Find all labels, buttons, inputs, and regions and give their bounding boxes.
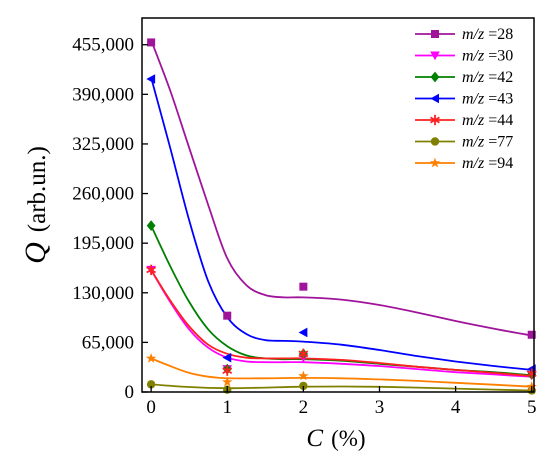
y-tick-label: 390,000 [72,84,134,105]
legend-item: m/z =44 [415,112,513,129]
legend-label-var: m/z [462,48,485,65]
legend: m/z =28m/z =30m/z =42m/z =43m/z =44m/z =… [415,26,513,172]
y-tick-label: 195,000 [72,233,134,254]
fit-curve-series-4 [150,269,532,377]
data-point-series-2 [146,220,156,232]
legend-label-value: =43 [484,91,513,108]
x-tick-label: 5 [527,397,537,418]
data-point-series-5 [299,381,308,391]
legend-label: m/z =44 [462,112,513,129]
plot-frame [141,17,535,393]
fit-curve-series-3 [150,77,532,371]
legend-label-value: =77 [484,134,513,151]
legend-item: m/z =42 [415,69,513,86]
legend-label-var: m/z [462,69,485,86]
data-point-series-0 [299,282,308,291]
x-axis-unit: (%) [331,426,365,451]
x-tick-label: 0 [146,397,156,418]
fit-curves [150,39,532,392]
data-point-series-4 [222,365,233,376]
legend-label-value: =42 [484,69,513,86]
y-axis: 0 65,000 130,000 195,000 260,000 325,000 390,0… [72,35,148,403]
data-point-series-6 [222,376,233,387]
x-tick-label: 3 [375,397,385,418]
x-tick-label: 4 [451,397,461,418]
legend-label-value: =44 [484,112,513,129]
legend-label-var: m/z [462,112,485,129]
legend-label: m/z =43 [462,91,513,108]
y-tick-label: 130,000 [72,283,134,304]
legend-label: m/z =28 [462,26,513,43]
data-point-series-6 [298,370,309,381]
fit-curve-series-0 [150,39,532,337]
legend-marker [431,30,439,38]
legend-marker [429,157,441,168]
legend-label: m/z =77 [462,134,513,151]
data-point-series-3 [222,352,232,363]
data-point-series-0 [147,38,156,47]
x-axis-symbol: C [306,425,323,452]
legend-label-var: m/z [462,26,485,43]
legend-marker [430,71,440,83]
x-tick-label: 2 [299,397,309,418]
legend-label-var: m/z [462,134,485,151]
data-point-series-3 [146,74,156,84]
legend-marker [430,137,440,146]
data-point-series-6 [146,353,157,363]
legend-item: m/z =28 [415,26,513,43]
legend-label-value: =94 [484,155,513,172]
legend-label-var: m/z [462,155,485,172]
data-point-series-4 [146,264,157,276]
data-point-series-0 [527,330,536,339]
y-axis-symbol: Q [19,242,52,264]
data-point-series-5 [146,380,156,389]
y-axis-unit: (arb.un.) [24,146,51,232]
y-tick-label: 65,000 [82,332,134,353]
legend-item: m/z =77 [415,134,513,151]
y-tick-label: 260,000 [72,184,134,205]
legend-marker [430,114,440,126]
legend-label: m/z =30 [462,48,513,65]
y-axis-title: Q (arb.un.) [19,146,52,264]
legend-label-var: m/z [462,91,485,108]
x-axis: 0 1 2 3 4 5 [146,386,536,418]
legend-item: m/z =30 [415,48,513,65]
legend-item: m/z =94 [415,155,513,172]
legend-label: m/z =94 [462,155,513,172]
fit-curve-series-5 [151,383,532,392]
legend-label-value: =30 [484,48,513,65]
x-tick-label: 1 [223,397,233,418]
legend-item: m/z =43 [415,91,513,108]
data-point-series-4 [298,348,309,360]
y-tick-label: 0 [125,382,135,403]
legend-marker [430,93,439,104]
legend-label: m/z =42 [462,69,513,86]
x-axis-title: C (%) [306,425,365,452]
legend-marker [430,51,440,61]
fit-curve-series-1 [150,269,532,378]
y-tick-label: 455,000 [72,35,134,56]
data-point-series-0 [223,311,232,320]
data-point-series-3 [298,327,308,338]
legend-label-value: =28 [484,26,513,43]
y-tick-label: 325,000 [72,134,134,155]
